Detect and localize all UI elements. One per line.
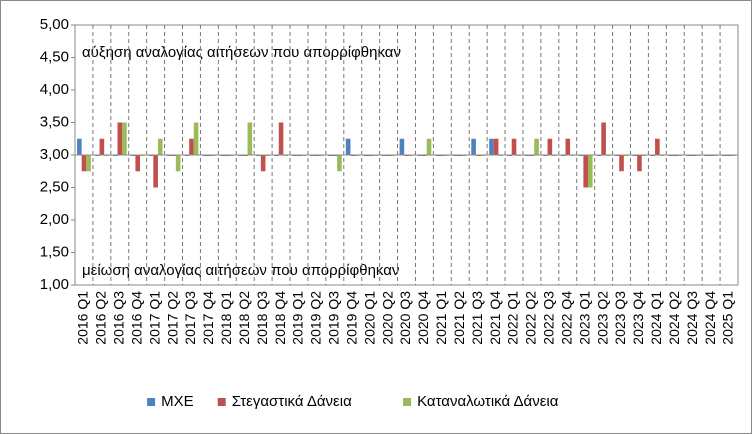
bar	[247, 122, 253, 155]
annotation: αύξηση αναλογίας αιτήσεων που απορρίφθηκ…	[82, 44, 401, 61]
x-tick-label: 2021 Q2	[451, 291, 467, 345]
x-tick-label: 2024 Q2	[666, 291, 682, 345]
bar	[99, 138, 105, 155]
annotation: μείωση αναλογίας αιτήσεων που απορρίφθηκ…	[82, 262, 399, 279]
bar	[511, 138, 517, 155]
x-tick-label: 2023 Q4	[630, 291, 646, 345]
x-tick-label: 2018 Q1	[218, 291, 234, 345]
legend-swatch	[147, 398, 156, 406]
x-tick-label: 2020 Q2	[379, 291, 395, 345]
legend-swatch	[403, 398, 412, 406]
bar	[337, 155, 342, 172]
y-tick-label: 2,00	[40, 211, 69, 228]
x-tick-label: 2021 Q3	[469, 291, 485, 345]
bar	[86, 155, 91, 172]
y-tick-label: 3,50	[40, 113, 69, 130]
bar	[565, 138, 571, 155]
bar	[77, 138, 82, 155]
bar	[489, 138, 494, 155]
y-tick-label: 3,00	[40, 146, 69, 163]
x-tick-label: 2021 Q1	[433, 291, 449, 345]
y-tick-label: 4,00	[40, 81, 69, 98]
x-tick-label: 2016 Q3	[111, 291, 127, 345]
legend-label: Στεγαστικά Δάνεια	[232, 393, 352, 410]
x-tick-label: 2023 Q3	[612, 291, 628, 345]
y-tick-label: 4,50	[40, 48, 69, 65]
x-tick-label: 2021 Q4	[487, 291, 503, 345]
x-tick-label: 2019 Q1	[290, 291, 306, 345]
bar	[153, 155, 158, 188]
x-tick-label: 2017 Q4	[200, 291, 216, 345]
bar	[189, 138, 194, 155]
x-tick-label: 2016 Q4	[128, 291, 144, 345]
x-tick-label: 2018 Q4	[272, 291, 288, 345]
legend-swatch	[217, 398, 226, 406]
bar	[117, 122, 123, 155]
x-tick-label: 2025 Q1	[720, 291, 736, 345]
bar	[193, 122, 199, 155]
x-tick-label: 2020 Q3	[397, 291, 413, 345]
bar	[637, 155, 642, 172]
x-tick-label: 2022 Q4	[558, 291, 574, 345]
x-tick-label: 2018 Q3	[254, 291, 270, 345]
bar	[122, 122, 127, 155]
bar	[587, 155, 593, 188]
x-tick-label: 2023 Q1	[576, 291, 592, 345]
bar	[583, 155, 588, 188]
bar	[135, 155, 141, 172]
x-tick-label: 2022 Q1	[505, 291, 521, 345]
bar	[175, 155, 181, 172]
bar	[493, 138, 499, 155]
x-tick-label: 2022 Q2	[523, 291, 539, 345]
x-tick-label: 2020 Q4	[415, 291, 431, 345]
bar	[471, 138, 476, 155]
bar	[534, 138, 539, 155]
bar	[547, 138, 553, 155]
x-tick-label: 2020 Q1	[361, 291, 377, 345]
x-tick-label: 2022 Q3	[541, 291, 557, 345]
x-tick-label: 2019 Q2	[308, 291, 324, 345]
x-tick-label: 2016 Q1	[75, 291, 91, 345]
bar	[399, 138, 405, 155]
bar	[260, 155, 266, 172]
x-tick-label: 2019 Q4	[343, 291, 359, 345]
x-tick-label: 2017 Q1	[146, 291, 162, 345]
x-tick-label: 2016 Q2	[93, 291, 109, 345]
bar	[278, 122, 284, 155]
bar	[601, 122, 606, 155]
bar	[345, 138, 351, 155]
bar	[655, 138, 660, 155]
x-tick-label: 2024 Q3	[684, 291, 700, 345]
y-tick-label: 1,50	[40, 243, 69, 260]
legend-label: ΜΧΕ	[161, 393, 194, 410]
y-tick-label: 5,00	[40, 16, 69, 33]
legend-label: Καταναλωτικά Δάνεια	[417, 393, 559, 410]
x-tick-label: 2019 Q3	[326, 291, 342, 345]
bar	[426, 138, 432, 155]
bar	[81, 155, 87, 172]
bar	[619, 155, 624, 172]
x-tick-label: 2024 Q4	[702, 291, 718, 345]
y-tick-label: 1,00	[40, 276, 69, 293]
x-tick-label: 2024 Q1	[648, 291, 664, 345]
bar	[157, 138, 163, 155]
x-tick-label: 2023 Q2	[594, 291, 610, 345]
x-tick-label: 2017 Q2	[164, 291, 180, 345]
y-tick-label: 2,50	[40, 178, 69, 195]
x-tick-label: 2018 Q2	[236, 291, 252, 345]
x-tick-label: 2017 Q3	[182, 291, 198, 345]
